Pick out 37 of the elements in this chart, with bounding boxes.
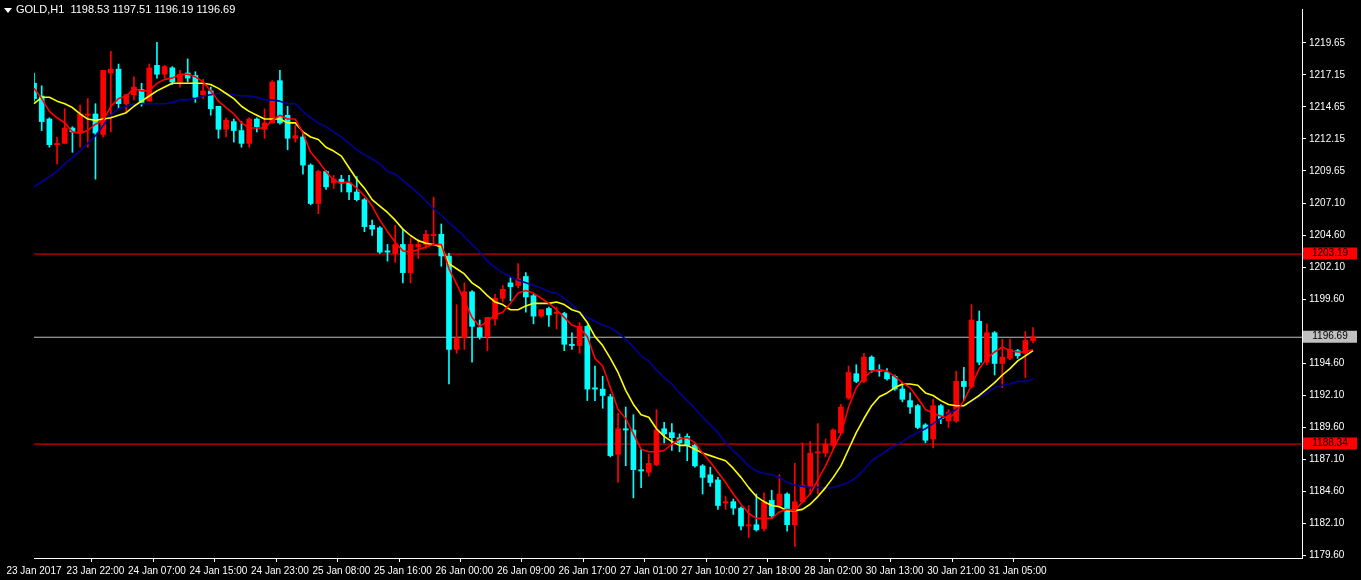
chart-title: GOLD,H1 1198.53 1197.51 1196.19 1196.69	[16, 3, 236, 15]
ref-line-label: 1196.69	[1312, 330, 1349, 342]
y-tick-label: 1209.65	[1309, 164, 1346, 176]
y-tick-label: 1192.10	[1309, 389, 1345, 401]
y-tick-label: 1189.60	[1309, 421, 1345, 433]
y-tick-label: 1217.15	[1309, 68, 1346, 80]
x-tick-label: 26 Jan 00:00	[435, 564, 494, 576]
x-tick-label: 30 Jan 21:00	[927, 564, 986, 576]
y-tick-label: 1212.15	[1309, 132, 1346, 144]
x-tick-label: 27 Jan 01:00	[619, 564, 679, 576]
ref-line-label: 1203.19	[1311, 247, 1349, 259]
x-tick-label: 25 Jan 08:00	[312, 564, 371, 576]
x-tick-label: 24 Jan 07:00	[128, 564, 187, 576]
x-tick-label: 31 Jan 05:00	[988, 564, 1048, 576]
x-tick-label: 24 Jan 23:00	[251, 564, 310, 576]
y-tick-label: 1179.60	[1309, 549, 1345, 561]
x-tick-label: 25 Jan 16:00	[373, 564, 433, 576]
x-tick-label: 27 Jan 18:00	[742, 564, 802, 576]
y-tick-label: 1194.60	[1309, 357, 1345, 369]
ref-line-label: 1188.34	[1312, 437, 1349, 449]
x-tick-label: 27 Jan 10:00	[681, 564, 740, 576]
x-tick-label: 23 Jan 2017	[6, 564, 62, 576]
x-tick-label: 30 Jan 13:00	[865, 564, 925, 576]
x-tick-label: 26 Jan 09:00	[496, 564, 556, 576]
y-tick-label: 1182.10	[1309, 517, 1345, 529]
x-tick-label: 26 Jan 17:00	[558, 564, 617, 576]
y-tick-label: 1204.60	[1309, 229, 1346, 241]
y-tick-label: 1202.10	[1309, 261, 1346, 273]
y-tick-label: 1219.65	[1309, 36, 1346, 48]
y-tick-label: 1207.10	[1309, 197, 1346, 209]
x-tick-label: 24 Jan 15:00	[189, 564, 248, 576]
y-tick-label: 1187.10	[1309, 453, 1345, 465]
y-tick-label: 1214.65	[1309, 100, 1346, 112]
x-tick-label: 23 Jan 22:00	[66, 564, 125, 576]
x-tick-label: 28 Jan 02:00	[804, 564, 863, 576]
y-tick-label: 1199.60	[1309, 293, 1345, 305]
y-tick-label: 1184.60	[1309, 485, 1345, 497]
